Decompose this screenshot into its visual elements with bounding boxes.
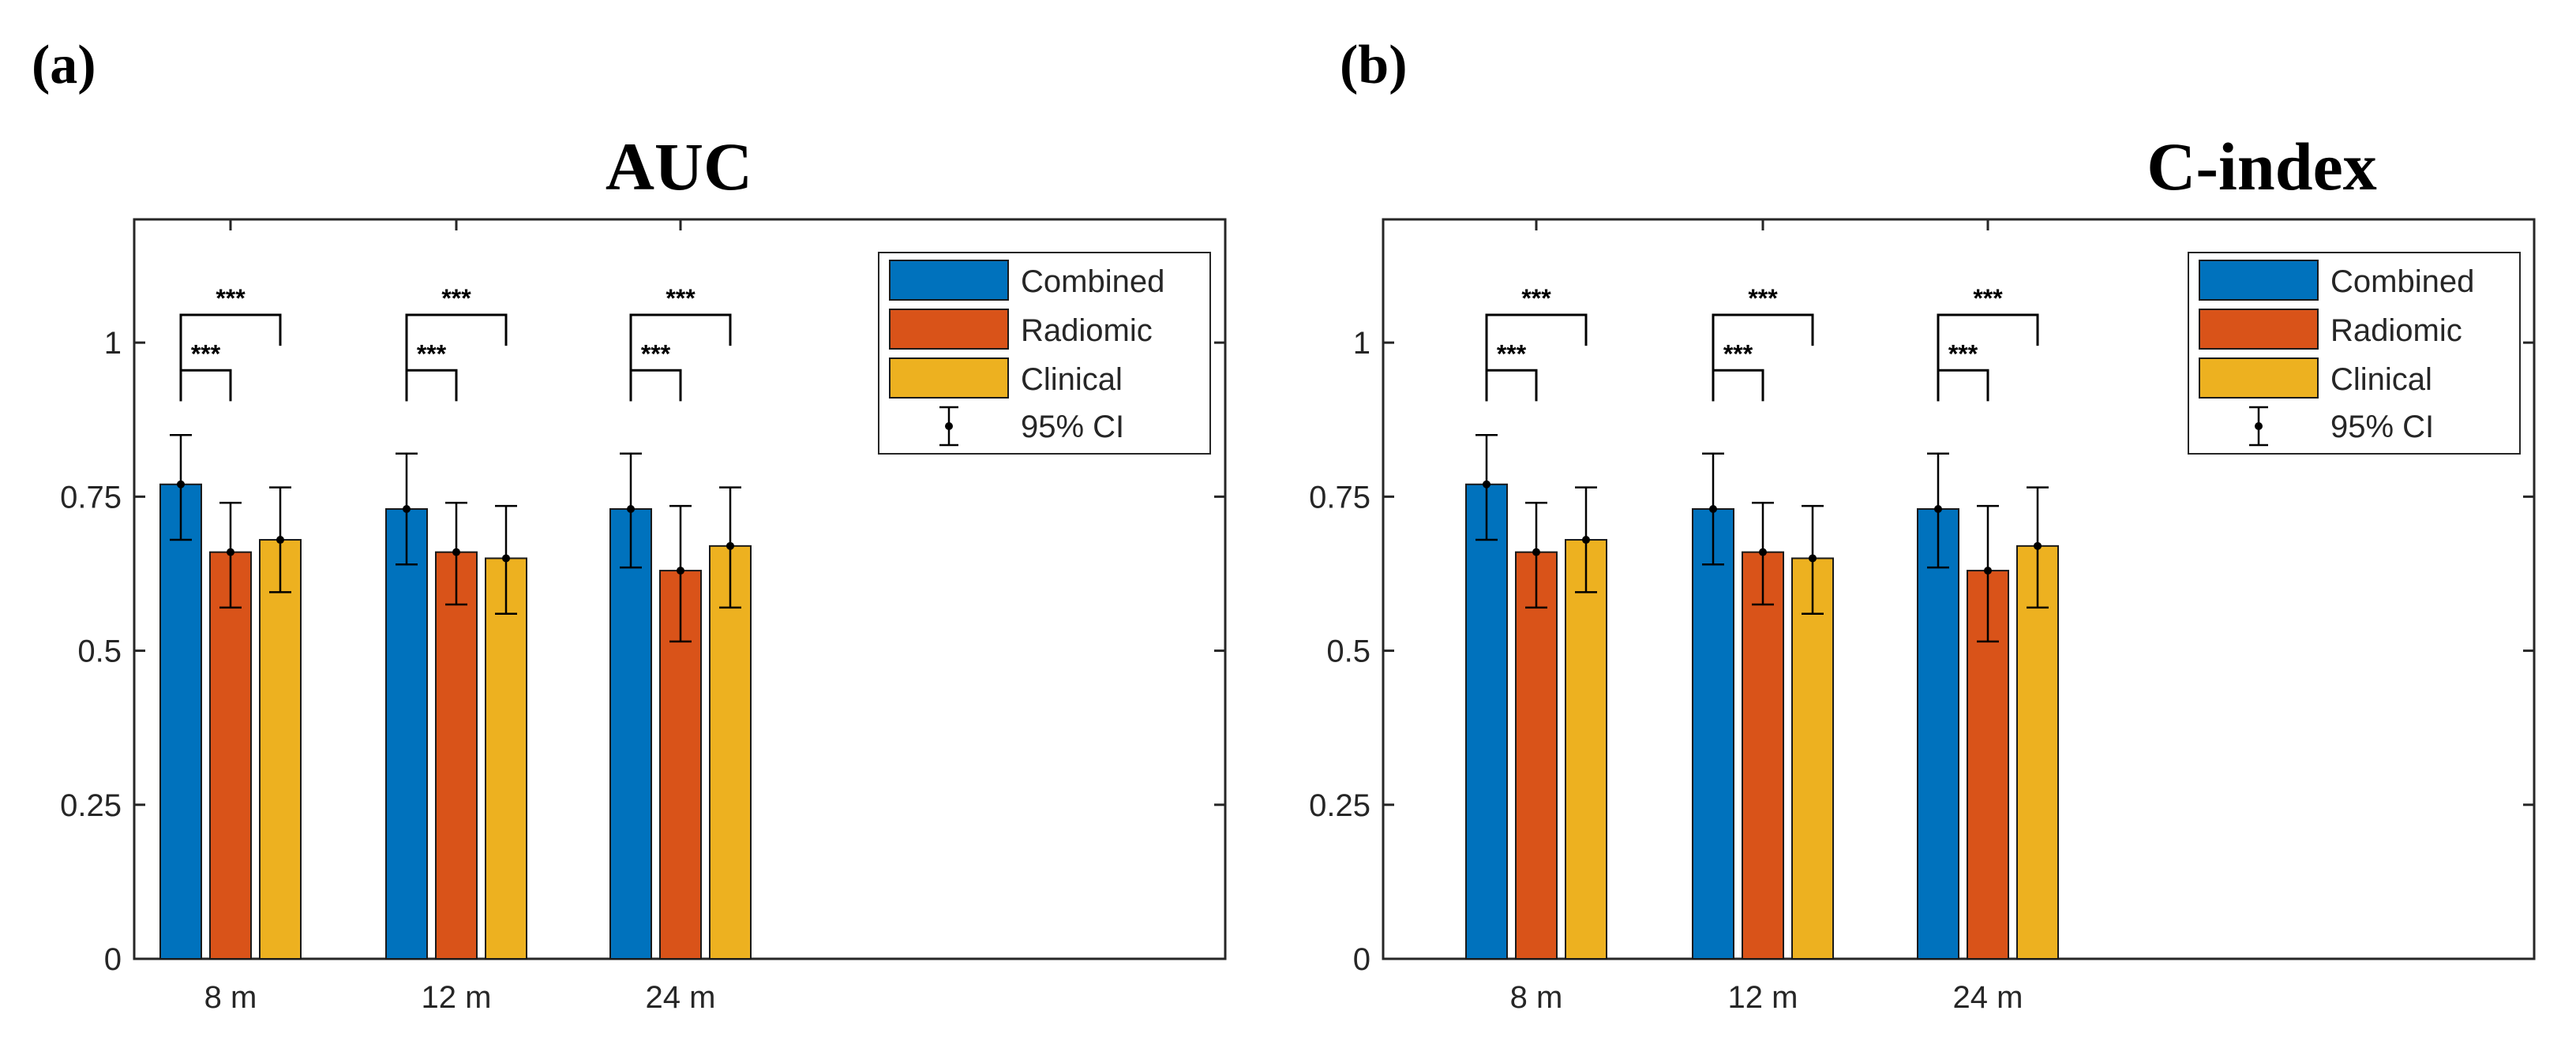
legend-swatch-combined	[889, 260, 1009, 301]
x-tick-label: 24 m	[1953, 980, 2023, 1015]
x-tick-label: 8 m	[1510, 980, 1563, 1015]
bar-combined	[159, 483, 202, 960]
bar-combined	[1692, 507, 1734, 960]
significance-label: ***	[417, 339, 447, 368]
bar-radiomic	[659, 570, 702, 960]
significance-bracket	[1937, 369, 1989, 402]
mean-point	[2034, 541, 2042, 550]
significance-bracket	[1937, 313, 2039, 402]
bar-radiomic	[1742, 551, 1784, 960]
bar-clinical	[1565, 539, 1607, 960]
significance-bracket	[629, 313, 732, 402]
legend-ci-point	[2255, 422, 2263, 430]
significance-bracket	[405, 369, 458, 402]
significance-label: ***	[441, 284, 471, 313]
bar-clinical	[259, 539, 302, 960]
legend-label: Combined	[2330, 264, 2474, 299]
significance-bracket	[1712, 313, 1814, 402]
legend-label: Clinical	[2330, 362, 2432, 397]
bar-clinical	[485, 557, 527, 960]
mean-point	[502, 554, 510, 563]
chart-title: AUC	[606, 129, 752, 204]
legend-label: Combined	[1021, 264, 1164, 299]
y-tick-label: 0.75	[1309, 480, 1370, 515]
x-tick-label: 8 m	[204, 980, 257, 1015]
mean-point	[1984, 567, 1992, 575]
significance-label: ***	[1973, 284, 2003, 313]
significance-bracket	[629, 369, 682, 402]
mean-point	[627, 504, 635, 513]
y-tick-label: 1	[1353, 326, 1370, 361]
panel-b: (b) C-index 0 0.25 0.5 0.75 1 8 m *** *** 12 m *** *…	[1309, 35, 2536, 1015]
significance-bracket	[179, 313, 282, 402]
bar-combined	[1465, 483, 1508, 960]
mean-point	[1709, 504, 1717, 513]
significance-bracket	[1485, 369, 1538, 402]
legend-label: Radiomic	[2330, 313, 2462, 348]
significance-label: ***	[1521, 284, 1551, 313]
x-tick-label: 12 m	[1728, 980, 1798, 1015]
legend-swatch-clinical	[2199, 357, 2319, 399]
mean-point	[1759, 548, 1767, 556]
significance-bracket	[1485, 313, 1588, 402]
mean-point	[1934, 504, 1942, 513]
significance-label: ***	[1948, 339, 1978, 368]
x-tick-label: 24 m	[646, 980, 716, 1015]
y-tick-label: 0	[104, 942, 122, 977]
significance-bracket	[1712, 369, 1764, 402]
legend-swatch-radiomic	[889, 309, 1009, 350]
legend-swatch-clinical	[889, 357, 1009, 399]
bar-combined	[609, 507, 652, 960]
bar-radiomic	[209, 551, 252, 960]
legend-swatch-radiomic	[2199, 309, 2319, 350]
mean-point	[276, 536, 284, 545]
significance-label: ***	[216, 284, 246, 313]
significance-label: ***	[191, 339, 221, 368]
bar-clinical	[1791, 557, 1834, 960]
panel-label: (a)	[32, 35, 96, 95]
mean-point	[452, 548, 460, 556]
significance-label: ***	[641, 339, 671, 368]
y-tick-label: 0.25	[1309, 788, 1370, 823]
significance-bracket	[405, 313, 508, 402]
significance-label: ***	[666, 284, 696, 313]
mean-point	[1532, 548, 1540, 556]
panel-label: (b)	[1340, 35, 1408, 95]
mean-point	[1483, 480, 1490, 488]
y-tick-label: 0.5	[1326, 634, 1370, 669]
bar-combined	[1917, 507, 1959, 960]
mean-point	[227, 548, 234, 556]
y-tick-label: 0.75	[60, 480, 122, 515]
y-tick-label: 0.5	[77, 634, 122, 669]
panel-a: (a) AUC 0 0.25 0.5 0.75 1 8 m *** *** 12 m *** *** 24…	[32, 35, 1227, 1015]
legend-ci-label: 95% CI	[1021, 410, 1124, 444]
legend-swatch-combined	[2199, 260, 2319, 301]
mean-point	[726, 541, 734, 550]
y-tick-label: 0	[1353, 942, 1370, 977]
chart-title: C-index	[2147, 129, 2376, 204]
significance-label: ***	[1748, 284, 1778, 313]
mean-point	[177, 480, 185, 488]
mean-point	[403, 504, 411, 513]
y-tick-label: 1	[104, 326, 122, 361]
mean-point	[677, 567, 684, 575]
y-tick-label: 0.25	[60, 788, 122, 823]
bar-radiomic	[1515, 551, 1558, 960]
legend-label: Radiomic	[1021, 313, 1153, 348]
mean-point	[1582, 536, 1590, 545]
bar-clinical	[2016, 545, 2059, 960]
legend-ci-point	[945, 422, 953, 430]
bar-radiomic	[435, 551, 478, 960]
bar-combined	[385, 507, 428, 960]
x-tick-label: 12 m	[422, 980, 492, 1015]
significance-label: ***	[1497, 339, 1527, 368]
significance-bracket	[179, 369, 232, 402]
mean-point	[1809, 554, 1817, 563]
legend-ci-label: 95% CI	[2330, 410, 2434, 444]
bar-clinical	[709, 545, 752, 960]
significance-label: ***	[1723, 339, 1753, 368]
legend-label: Clinical	[1021, 362, 1123, 397]
